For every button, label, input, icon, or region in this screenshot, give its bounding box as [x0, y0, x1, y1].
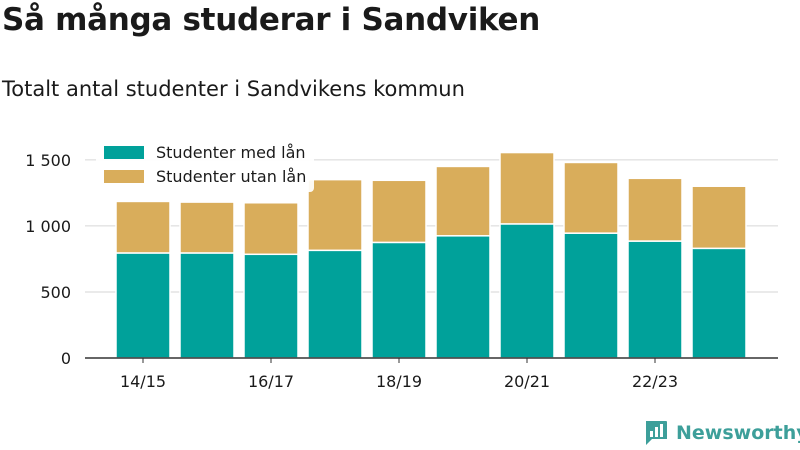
- bar-segment-without-loan: [435, 165, 491, 237]
- chart-title: Så många studerar i Sandviken: [2, 2, 541, 38]
- brand-name: Newsworthy: [676, 422, 800, 444]
- bar-segment-without-loan: [307, 178, 363, 252]
- x-tick-label: 20/21: [504, 372, 550, 391]
- newsworthy-logo-icon: [646, 421, 667, 445]
- brand-logo: Newsworthy: [644, 420, 800, 446]
- bar-segment-with-loan: [691, 247, 747, 359]
- bar-segment-with-loan: [371, 241, 427, 359]
- legend-label-without-loan: Studenter utan lån: [156, 166, 307, 186]
- x-tick-label: 14/15: [120, 372, 166, 391]
- bar-segment-with-loan: [499, 223, 555, 359]
- bar-segment-with-loan: [307, 249, 363, 359]
- x-tick-label: 16/17: [248, 372, 294, 391]
- x-tick-label: 22/23: [632, 372, 678, 391]
- bar-segment-without-loan: [179, 201, 235, 254]
- y-tick-label: 0: [61, 349, 71, 368]
- chart-legend: Studenter med lån Studenter utan lån: [96, 136, 315, 192]
- y-tick-label: 1 500: [25, 151, 71, 170]
- bar-segment-with-loan: [435, 235, 491, 359]
- legend-label-with-loan: Studenter med lån: [156, 142, 306, 162]
- legend-swatch-with-loan: [104, 145, 144, 159]
- bar-segment-without-loan: [563, 161, 619, 234]
- bar-segment-without-loan: [115, 200, 171, 254]
- bar-segment-without-loan: [499, 151, 555, 225]
- bar-segment-with-loan: [179, 252, 235, 359]
- legend-item-without-loan: Studenter utan lån: [104, 164, 306, 188]
- bar-segment-without-loan: [243, 202, 299, 256]
- bar-segment-without-loan: [627, 177, 683, 242]
- bar-segment-with-loan: [563, 232, 619, 359]
- y-tick-label: 500: [40, 283, 71, 302]
- legend-swatch-without-loan: [104, 169, 144, 183]
- bar-segment-with-loan: [243, 253, 299, 359]
- x-tick-label: 18/19: [376, 372, 422, 391]
- chart-subtitle: Totalt antal studenter i Sandvikens komm…: [2, 77, 465, 101]
- bar-segment-without-loan: [691, 185, 747, 250]
- legend-item-with-loan: Studenter med lån: [104, 140, 306, 164]
- bar-segment-without-loan: [371, 179, 427, 244]
- bar-segment-with-loan: [627, 240, 683, 359]
- bar-segment-with-loan: [115, 252, 171, 359]
- y-tick-label: 1 000: [25, 217, 71, 236]
